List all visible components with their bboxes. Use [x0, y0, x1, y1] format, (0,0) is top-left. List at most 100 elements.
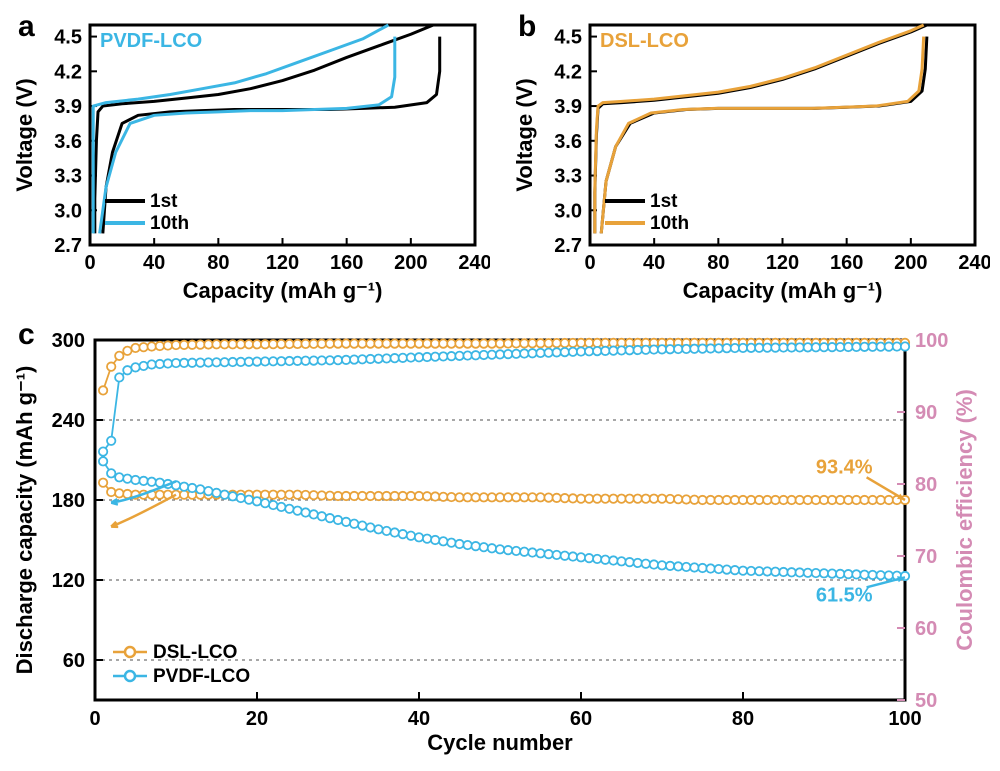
- pvdf-ce-marker: [293, 357, 301, 365]
- pvdf-capacity-line: [103, 461, 905, 576]
- x-tick-label: 160: [830, 252, 863, 274]
- pvdf-ce-marker: [747, 344, 755, 352]
- pvdf-capacity-marker: [431, 536, 439, 544]
- pvdf-capacity-marker: [334, 516, 342, 524]
- dsl-ce-marker: [512, 339, 520, 347]
- y-tick-label: 4.5: [554, 27, 582, 49]
- dsl-capacity-marker: [609, 494, 617, 502]
- pvdf-ce-marker: [342, 356, 350, 364]
- pvdf-ce-marker: [755, 344, 763, 352]
- dsl-ce-marker: [553, 339, 561, 347]
- pvdf-ce-marker: [520, 349, 528, 357]
- figure: 040801201602002402.73.03.33.63.94.24.5Ca…: [10, 10, 990, 761]
- y-tick-label: 3.0: [554, 200, 582, 222]
- pvdf-capacity-marker: [666, 562, 674, 570]
- pvdf-capacity-marker: [310, 510, 318, 518]
- pvdf-ce-marker: [625, 346, 633, 354]
- pvdf-capacity-marker: [261, 499, 269, 507]
- dsl-ce-marker: [415, 339, 423, 347]
- dsl-capacity-marker: [326, 492, 334, 500]
- dsl-ce-marker: [99, 386, 107, 394]
- pvdf-ce-marker: [123, 366, 131, 374]
- annotation-label: 61.5%: [816, 584, 873, 606]
- panel-b: 040801201602002402.73.03.33.63.94.24.5Ca…: [510, 10, 990, 310]
- pvdf-capacity-marker: [642, 560, 650, 568]
- pvdf-capacity-marker: [107, 469, 115, 477]
- dsl-ce-marker: [358, 339, 366, 347]
- dsl-capacity-marker: [569, 494, 577, 502]
- pvdf-ce-marker: [399, 354, 407, 362]
- dsl-ce-marker: [391, 339, 399, 347]
- dsl-ce-marker: [229, 340, 237, 348]
- pvdf-ce-marker: [196, 358, 204, 366]
- dsl-ce-marker: [212, 340, 220, 348]
- pvdf-capacity-marker: [520, 548, 528, 556]
- dsl-capacity-marker: [447, 493, 455, 501]
- pvdf-ce-marker: [148, 360, 156, 368]
- pvdf-ce-marker: [115, 373, 123, 381]
- x-axis-label: Cycle number: [427, 730, 573, 755]
- pvdf-capacity-marker: [787, 568, 795, 576]
- dsl-ce-marker: [399, 339, 407, 347]
- pvdf-capacity-marker: [415, 533, 423, 541]
- pvdf-ce-marker: [463, 351, 471, 359]
- dsl-capacity-marker: [747, 496, 755, 504]
- panel-title: PVDF-LCO: [100, 30, 202, 52]
- pvdf-capacity-marker: [204, 487, 212, 495]
- pvdf-ce-marker: [156, 360, 164, 368]
- pvdf-capacity-marker: [455, 540, 463, 548]
- pvdf-ce-marker: [877, 342, 885, 350]
- pvdf-capacity-marker: [253, 497, 261, 505]
- legend-label: DSL-LCO: [153, 642, 237, 663]
- pvdf-capacity-marker: [423, 534, 431, 542]
- dsl-capacity-marker: [852, 496, 860, 504]
- x-tick-label: 60: [570, 708, 592, 730]
- pvdf-capacity-marker: [625, 558, 633, 566]
- dsl-capacity-marker: [577, 494, 585, 502]
- dsl-capacity-marker: [787, 496, 795, 504]
- pvdf-capacity-marker: [544, 550, 552, 558]
- x-axis-label: Capacity (mAh g⁻¹): [183, 278, 383, 303]
- dsl-capacity-marker: [107, 488, 115, 496]
- pvdf-capacity-marker: [180, 482, 188, 490]
- pvdf-capacity-marker: [391, 528, 399, 536]
- pvdf-capacity-marker: [237, 494, 245, 502]
- x-tick-label: 40: [408, 708, 430, 730]
- x-tick-label: 160: [330, 252, 363, 274]
- dsl-capacity-marker: [382, 492, 390, 500]
- pvdf-capacity-marker: [220, 490, 228, 498]
- dsl-capacity-marker: [366, 492, 374, 500]
- pvdf-capacity-marker: [318, 512, 326, 520]
- y2-tick-label: 70: [915, 546, 937, 568]
- pvdf-capacity-marker: [212, 489, 220, 497]
- pvdf-ce-marker: [496, 350, 504, 358]
- dsl-ce-marker: [342, 339, 350, 347]
- dsl-ce-marker: [520, 339, 528, 347]
- pvdf-capacity-marker: [812, 569, 820, 577]
- pvdf-capacity-marker: [715, 565, 723, 573]
- legend-label: 10th: [650, 213, 689, 234]
- pvdf-capacity-marker: [496, 545, 504, 553]
- legend-label: 1st: [650, 191, 678, 212]
- x-tick-label: 200: [894, 252, 927, 274]
- dsl-ce-marker: [561, 339, 569, 347]
- dsl-ce-marker: [156, 342, 164, 350]
- pvdf-ce-marker: [439, 352, 447, 360]
- dsl-capacity-marker: [585, 494, 593, 502]
- pvdf-capacity-marker: [148, 478, 156, 486]
- dsl-ce-marker: [277, 340, 285, 348]
- pvdf-capacity-marker: [342, 518, 350, 526]
- dsl-ce-marker: [245, 340, 253, 348]
- pvdf-ce-marker: [852, 343, 860, 351]
- series-1st-charge: [95, 25, 433, 233]
- legend: 1st10th: [105, 191, 189, 234]
- dsl-ce-marker: [407, 339, 415, 347]
- pvdf-ce-marker: [350, 355, 358, 363]
- pvdf-ce-marker: [860, 343, 868, 351]
- dsl-capacity-marker: [99, 478, 107, 486]
- dsl-capacity-marker: [123, 490, 131, 498]
- x-tick-label: 40: [143, 252, 165, 274]
- pvdf-capacity-marker: [188, 484, 196, 492]
- dsl-capacity-marker: [739, 496, 747, 504]
- dsl-ce-marker: [472, 339, 480, 347]
